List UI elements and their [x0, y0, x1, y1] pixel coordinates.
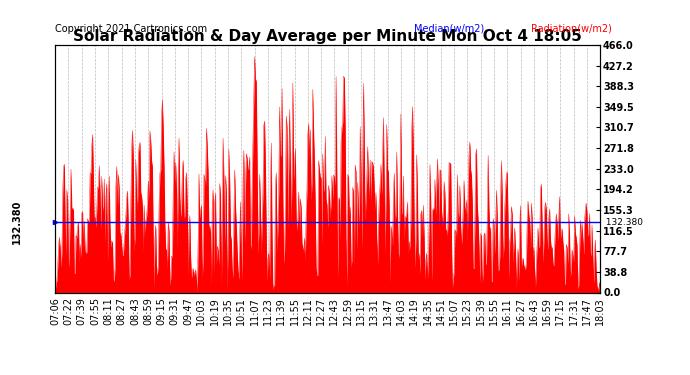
- Text: Radiation(w/m2): Radiation(w/m2): [531, 24, 612, 34]
- Title: Solar Radiation & Day Average per Minute Mon Oct 4 18:05: Solar Radiation & Day Average per Minute…: [73, 29, 582, 44]
- Text: Median(w/m2): Median(w/m2): [414, 24, 484, 34]
- Text: 132.380: 132.380: [12, 200, 22, 244]
- Text: Copyright 2021 Cartronics.com: Copyright 2021 Cartronics.com: [55, 24, 207, 34]
- Text: 132.380: 132.380: [600, 218, 643, 227]
